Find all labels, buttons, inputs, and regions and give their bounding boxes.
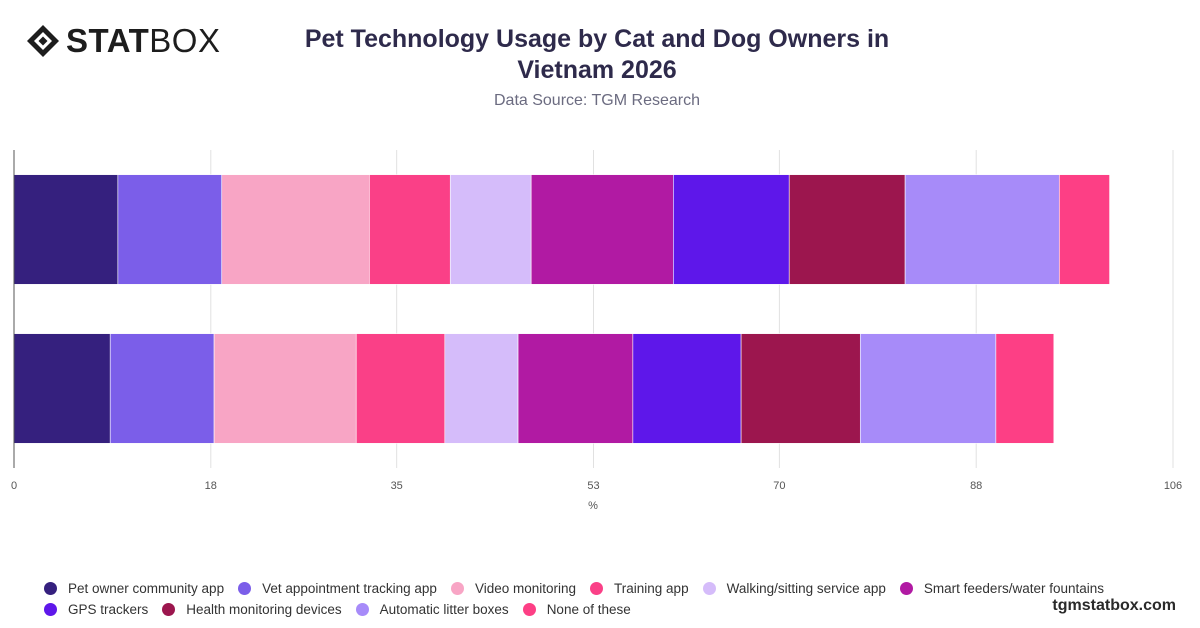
logo-text-light: BOX xyxy=(149,22,221,59)
chart-legend: Pet owner community app Vet appointment t… xyxy=(44,580,1184,618)
legend-label: Training app xyxy=(614,581,689,596)
logo-text-bold: STAT xyxy=(66,22,150,59)
x-tick-label: 70 xyxy=(773,480,785,492)
stacked-bar-chart: 0 18 35 53 70 88 106% xyxy=(11,150,1182,512)
chart-title: Pet Technology Usage by Cat and Dog Owne… xyxy=(304,25,890,84)
legend-label: Pet owner community app xyxy=(68,581,225,596)
legend-swatch xyxy=(899,582,913,595)
logo-wordmark: STATBOX xyxy=(66,24,220,58)
legend-item[interactable]: Pet owner community app xyxy=(44,580,224,597)
bar-segment xyxy=(530,174,674,285)
legend-swatch xyxy=(162,603,176,616)
x-tick-label: 88 xyxy=(970,480,982,492)
legend-label: Automatic litter boxes xyxy=(379,602,509,617)
legend-item[interactable]: GPS trackers xyxy=(44,601,148,618)
bar-segment xyxy=(673,174,790,285)
legend-label: GPS trackers xyxy=(68,602,149,617)
legend-item[interactable]: Video monitoring xyxy=(450,580,577,597)
bar-segment xyxy=(13,174,119,285)
x-tick-label: 53 xyxy=(587,480,599,492)
x-tick-label: 18 xyxy=(205,480,217,492)
bar-segment xyxy=(444,333,519,444)
statbox-diamond-icon xyxy=(27,25,59,57)
legend-swatch xyxy=(44,603,57,616)
legend-item[interactable]: Vet appointment tracking app xyxy=(238,580,437,597)
bar-segment xyxy=(109,333,215,444)
x-axis-label: % xyxy=(588,500,598,512)
legend-item[interactable]: Walking/sitting service app xyxy=(702,580,886,597)
legend-label: Health monitoring devices xyxy=(186,602,342,617)
bar-segment xyxy=(13,333,111,444)
legend-swatch xyxy=(522,603,536,616)
legend-swatch xyxy=(355,603,369,616)
axes: 0 18 35 53 70 88 106% xyxy=(11,150,1182,512)
legend-swatch xyxy=(590,582,604,595)
bars xyxy=(13,174,1110,444)
statbox-logo: STATBOX xyxy=(26,24,220,58)
chart-subtitle: Data Source: TGM Research xyxy=(493,92,700,109)
legend-swatch xyxy=(702,582,716,595)
bar-segment xyxy=(117,174,223,285)
bar-segment xyxy=(221,174,370,285)
bar-segment xyxy=(740,333,861,444)
legend-label: None of these xyxy=(546,602,631,617)
x-tick-label: 0 xyxy=(11,480,17,492)
bar-segment xyxy=(213,333,357,444)
legend-item[interactable]: Health monitoring devices xyxy=(162,601,342,618)
legend-item[interactable]: Training app xyxy=(590,580,689,597)
footer-brand: tgmstatbox.com xyxy=(1052,597,1176,614)
legend-label: Smart feeders/water fountains xyxy=(923,581,1104,596)
bar-segment xyxy=(369,174,451,285)
bar-segment xyxy=(1058,174,1110,285)
bar-segment xyxy=(517,333,634,444)
legend-label: Video monitoring xyxy=(474,581,577,596)
legend-item[interactable]: None of these xyxy=(522,601,631,618)
bar-segment xyxy=(788,174,906,285)
legend-item[interactable]: Automatic litter boxes xyxy=(355,601,509,618)
bar-segment xyxy=(995,333,1055,444)
bar-segment xyxy=(355,333,446,444)
x-tick-label: 35 xyxy=(391,480,403,492)
legend-swatch xyxy=(44,582,57,595)
x-tick-label: 106 xyxy=(1164,480,1182,492)
legend-label: Vet appointment tracking app xyxy=(262,581,437,596)
bar-segment xyxy=(449,174,532,285)
legend-swatch xyxy=(238,582,252,595)
legend-item[interactable]: Smart feeders/water fountains xyxy=(899,580,1104,597)
bar-segment xyxy=(859,333,997,444)
legend-swatch xyxy=(450,582,464,595)
legend-label: Walking/sitting service app xyxy=(726,581,886,596)
bar-segment xyxy=(904,174,1060,285)
bar-segment xyxy=(632,333,742,444)
